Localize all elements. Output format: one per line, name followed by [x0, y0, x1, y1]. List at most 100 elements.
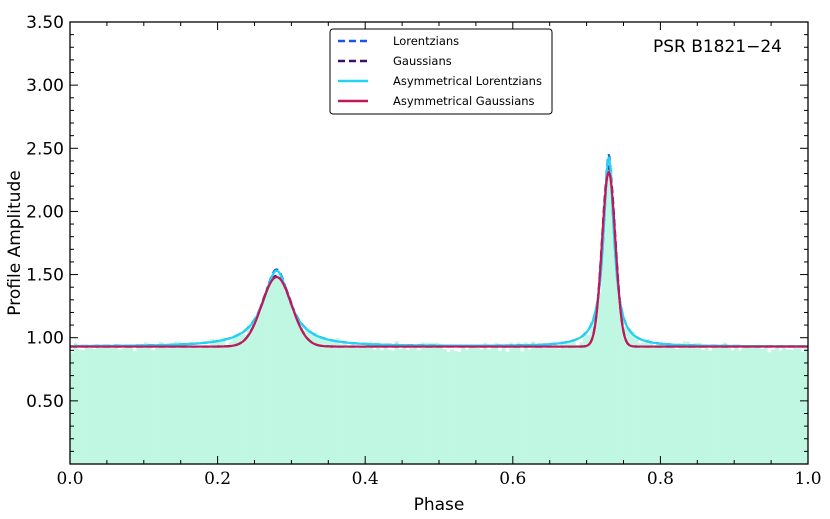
histogram-bin: [523, 342, 528, 464]
histogram-bin: [546, 348, 550, 464]
histogram-bin: [269, 279, 274, 464]
histogram-bin: [686, 341, 691, 464]
x-tick-labels: 0.0 0.2 0.4 0.6 0.8 1.0: [56, 469, 821, 489]
histogram-bin: [236, 336, 241, 464]
histogram-bin: [420, 342, 425, 464]
histogram-bin: [291, 312, 296, 464]
histogram-bin: [793, 345, 798, 464]
histogram-bin: [306, 327, 311, 464]
histogram-bin: [641, 342, 646, 464]
histogram-bin: [453, 351, 458, 464]
histogram-bin: [778, 350, 783, 464]
histogram-bin: [531, 341, 536, 464]
histogram-bin: [593, 307, 598, 464]
histogram-bin: [796, 348, 801, 464]
histogram-bin: [114, 343, 119, 464]
histogram-bin: [221, 337, 226, 464]
histogram-bin: [70, 352, 74, 464]
histogram-bin: [619, 312, 624, 464]
histogram-bin: [737, 350, 742, 464]
histogram-bin: [586, 334, 591, 464]
histogram-bin: [789, 350, 794, 464]
histogram-bin: [800, 351, 805, 464]
histogram-bin: [158, 342, 163, 464]
histogram-bin: [472, 347, 477, 464]
histogram-bin: [479, 349, 484, 464]
histogram-bin: [328, 341, 333, 464]
histogram-bin: [73, 343, 78, 464]
histogram-bin: [302, 331, 307, 464]
histogram-bin: [608, 168, 613, 464]
legend-label: Gaussians: [393, 54, 452, 68]
histogram-bin: [368, 341, 373, 464]
histogram-bin: [605, 169, 610, 464]
histogram-bin: [173, 341, 178, 464]
histogram-bin: [132, 351, 137, 464]
histogram-bin: [295, 317, 300, 464]
x-tick-label: 0.4: [352, 469, 379, 489]
legend-item: Asymmetrical Gaussians: [338, 94, 535, 108]
histogram-bin: [165, 344, 170, 464]
x-tick-label: 0.6: [499, 469, 526, 489]
histogram-bin: [372, 349, 377, 464]
histogram-bin: [564, 341, 569, 464]
histogram-bin: [804, 344, 809, 464]
ticks-layer: [69, 21, 809, 465]
histogram-bin: [623, 326, 628, 464]
histogram-bin: [250, 328, 255, 464]
legend-label: Asymmetrical Gaussians: [393, 94, 535, 108]
histogram-bin: [379, 350, 384, 464]
histogram-bin: [560, 341, 565, 464]
histogram-bin: [582, 331, 587, 464]
histogram-bin: [715, 346, 720, 464]
histogram-bin: [243, 334, 248, 464]
histogram-bin: [169, 345, 174, 464]
series-line: [70, 156, 809, 348]
histogram-bin: [649, 343, 654, 464]
histogram-bin: [331, 340, 336, 464]
histogram-bin: [667, 343, 672, 464]
series-line: [69, 154, 808, 348]
histogram-bin: [630, 331, 635, 464]
histogram-bin: [284, 291, 289, 464]
histogram-bin: [520, 351, 525, 464]
histogram-bin: [439, 344, 443, 464]
histogram-bin: [498, 350, 503, 464]
histogram-bin: [627, 328, 632, 464]
legend-item: Gaussians: [338, 54, 452, 68]
histogram-bin: [405, 350, 410, 464]
histogram-bin: [110, 345, 115, 464]
histogram-bin: [339, 344, 344, 464]
histogram-bin: [335, 338, 340, 464]
y-tick-labels: 0.50 1.00 1.50 2.00 2.50 3.00 3.50: [26, 13, 64, 412]
x-tick-label: 0.2: [204, 469, 231, 489]
y-tick-label: 1.00: [26, 329, 64, 349]
histogram-bin: [431, 342, 436, 464]
histogram-bin: [494, 342, 499, 464]
histogram-bin: [258, 312, 263, 464]
histogram-bin: [298, 322, 303, 464]
histogram-bin: [774, 347, 779, 464]
histogram-bin: [693, 342, 698, 464]
histogram-bin: [597, 292, 602, 464]
y-axis-label: Profile Amplitude: [5, 170, 25, 315]
histogram-bin: [365, 342, 370, 464]
histogram-bin: [317, 336, 322, 464]
histogram-bin: [427, 342, 432, 464]
histogram-bin: [162, 344, 167, 464]
histogram-bin: [678, 348, 683, 464]
histogram-bin: [486, 349, 491, 464]
histogram-bin: [726, 347, 731, 464]
histogram-bin: [228, 341, 233, 464]
histogram-bin: [188, 341, 193, 464]
histogram-bin: [542, 348, 547, 464]
legend-box: [329, 28, 553, 115]
histogram-bin: [199, 346, 204, 464]
histogram-bin: [457, 351, 462, 464]
histogram-bin: [210, 338, 215, 464]
histogram-bin: [398, 349, 403, 464]
histogram-bin: [675, 349, 680, 464]
histogram-bin: [265, 286, 270, 464]
histogram-bin: [483, 343, 488, 464]
histogram-bin: [734, 347, 739, 464]
